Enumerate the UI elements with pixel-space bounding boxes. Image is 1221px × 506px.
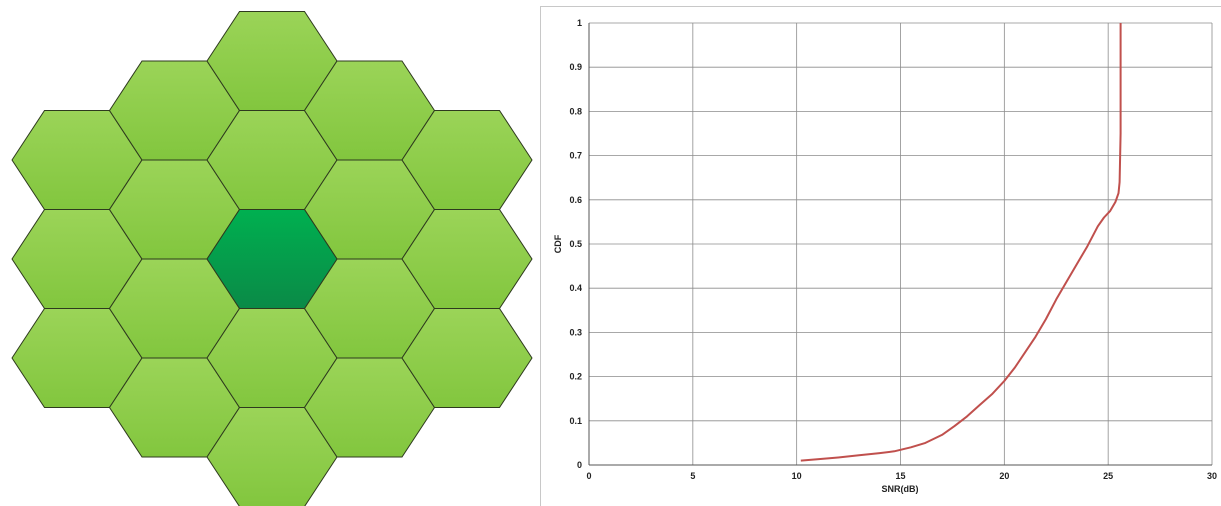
y-tick-label: 0.9 [569,62,582,72]
cdf-line-chart: 00.10.20.30.40.50.60.70.80.910 5 10 15 20 25 3… [553,18,1217,494]
y-tick-label: 0.6 [569,195,582,205]
y-tick-label: 0.8 [569,106,582,116]
x-tick-label: 30 [1207,471,1217,481]
y-tick-label: 0.2 [569,372,582,382]
y-tick-label: 0 [577,460,582,470]
x-tick-label: 5 [690,471,695,481]
x-tick-label: 0 [586,471,591,481]
y-tick-label: 1 [577,18,582,28]
x-tick-label: 15 [895,471,905,481]
x-tick-label: 20 [999,471,1009,481]
chart-frame [540,6,1221,506]
hexagonal-cell-layout [11,11,533,506]
y-axis-title: CDF [553,234,563,253]
x-axis-title: SNR(dB) [882,484,919,494]
y-tick-label: 0.7 [569,151,582,161]
chart-grid [588,22,1213,466]
y-tick-label: 0.3 [569,327,582,337]
cdf-series-line [800,23,1122,462]
neighbor-cell-hexagon [401,308,533,408]
x-tick-label: 10 [792,471,802,481]
chart-series [800,23,1122,462]
chart-ticks: 00.10.20.30.40.50.60.70.80.910 5 10 15 20 25 3… [569,18,1217,481]
y-tick-label: 0.1 [569,416,582,426]
y-tick-label: 0.5 [569,239,582,249]
serving-cell-hexagon [206,209,338,309]
y-tick-label: 0.4 [569,283,582,293]
x-tick-label: 25 [1103,471,1113,481]
